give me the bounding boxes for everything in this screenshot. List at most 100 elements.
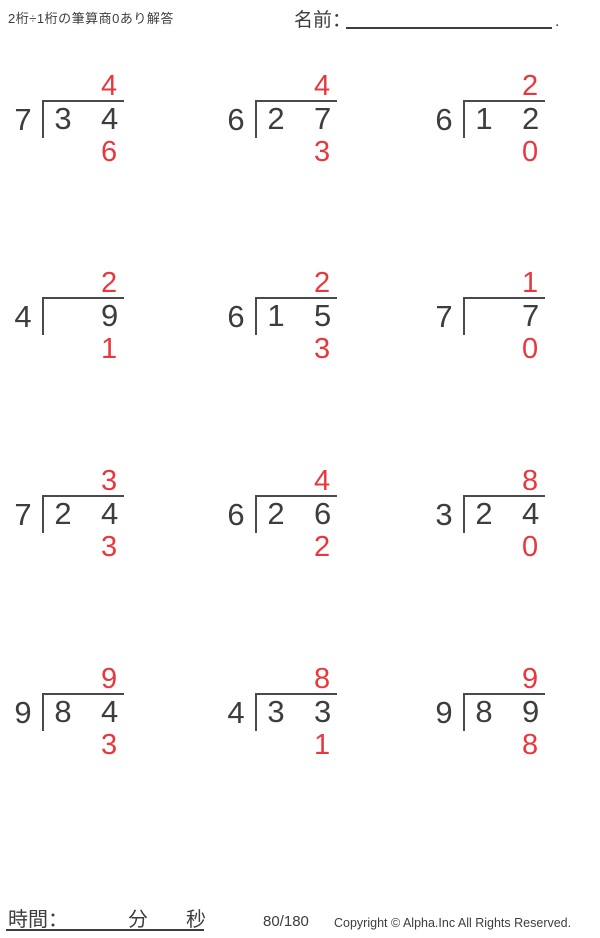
remainder-row: 1 bbox=[44, 335, 128, 364]
division-bracket: 8 4 bbox=[42, 693, 124, 731]
quotient-row: 2 bbox=[465, 70, 549, 102]
remainder-ones-digit: 8 bbox=[521, 729, 539, 761]
division-bracket: 9 bbox=[42, 297, 124, 335]
remainder-row: 8 bbox=[465, 731, 549, 760]
quotient-ones-digit: 8 bbox=[521, 465, 539, 497]
remainder-ones-digit: 0 bbox=[521, 531, 539, 563]
quotient-row: 4 bbox=[257, 70, 341, 102]
remainder-row: 0 bbox=[465, 335, 549, 364]
seconds-label: 秒 bbox=[186, 909, 206, 931]
quotient-row: 2 bbox=[44, 267, 128, 299]
minutes-label: 分 bbox=[128, 909, 148, 931]
worksheet-title: 2桁÷1桁の筆算商0あり解答 bbox=[8, 11, 174, 26]
division-bracket: 7 bbox=[463, 297, 545, 335]
dividend-ones-digit: 4 bbox=[101, 694, 119, 729]
remainder-row: 0 bbox=[465, 533, 549, 562]
division-problem: 4 6 2 6 2 bbox=[221, 467, 391, 577]
division-bracket: 1 5 bbox=[255, 297, 337, 335]
divisor-digit: 6 bbox=[227, 497, 245, 532]
division-problem: 1 7 7 0 bbox=[429, 269, 599, 379]
dividend-ones-digit: 6 bbox=[314, 496, 332, 531]
remainder-row: 2 bbox=[257, 533, 341, 562]
dividend-ones-digit: 4 bbox=[522, 496, 540, 531]
divisor-digit: 7 bbox=[14, 102, 32, 137]
quotient-ones-digit: 1 bbox=[521, 267, 539, 299]
name-entry-line bbox=[346, 3, 552, 29]
remainder-ones-digit: 3 bbox=[100, 531, 118, 563]
quotient-ones-digit: 4 bbox=[313, 465, 331, 497]
quotient-ones-digit: 2 bbox=[313, 267, 331, 299]
quotient-row: 8 bbox=[465, 465, 549, 497]
name-line-period: . bbox=[555, 13, 560, 30]
quotient-ones-digit: 9 bbox=[100, 663, 118, 695]
division-bracket: 2 7 bbox=[255, 100, 337, 138]
remainder-row: 3 bbox=[44, 533, 128, 562]
quotient-row: 9 bbox=[465, 663, 549, 695]
quotient-row: 1 bbox=[465, 267, 549, 299]
time-entry-line: 時間： 分 秒 bbox=[6, 899, 206, 931]
dividend-tens-digit: 2 bbox=[267, 496, 285, 531]
dividend-tens-digit: 3 bbox=[54, 101, 72, 136]
dividend-ones-digit: 7 bbox=[522, 298, 540, 333]
quotient-ones-digit: 9 bbox=[521, 663, 539, 695]
dividend-tens-digit: 8 bbox=[475, 694, 493, 729]
dividend-ones-digit: 4 bbox=[101, 101, 119, 136]
dividend-ones-digit: 4 bbox=[101, 496, 119, 531]
remainder-ones-digit: 6 bbox=[100, 136, 118, 168]
dividend-ones-digit: 5 bbox=[314, 298, 332, 333]
quotient-row: 4 bbox=[257, 465, 341, 497]
division-problem: 2 6 1 2 0 bbox=[429, 72, 599, 182]
division-problem: 4 6 2 7 3 bbox=[221, 72, 391, 182]
division-problem: 8 4 3 3 1 bbox=[221, 665, 391, 775]
division-problem: 2 4 9 1 bbox=[8, 269, 178, 379]
quotient-ones-digit: 4 bbox=[100, 70, 118, 102]
dividend-tens-digit: 1 bbox=[267, 298, 285, 333]
division-bracket: 3 3 bbox=[255, 693, 337, 731]
name-label: 名前： bbox=[294, 10, 352, 31]
divisor-digit: 9 bbox=[14, 695, 32, 730]
remainder-row: 1 bbox=[257, 731, 341, 760]
dividend-tens-digit: 8 bbox=[54, 694, 72, 729]
remainder-row: 3 bbox=[257, 335, 341, 364]
divisor-digit: 4 bbox=[227, 695, 245, 730]
quotient-ones-digit: 2 bbox=[521, 70, 539, 102]
remainder-ones-digit: 0 bbox=[521, 333, 539, 365]
quotient-row: 8 bbox=[257, 663, 341, 695]
quotient-ones-digit: 4 bbox=[313, 70, 331, 102]
division-problem: 8 3 2 4 0 bbox=[429, 467, 599, 577]
divisor-digit: 6 bbox=[227, 102, 245, 137]
remainder-ones-digit: 0 bbox=[521, 136, 539, 168]
remainder-row: 6 bbox=[44, 138, 128, 167]
divisor-digit: 4 bbox=[14, 299, 32, 334]
divisor-digit: 7 bbox=[435, 299, 453, 334]
remainder-row: 3 bbox=[257, 138, 341, 167]
division-bracket: 2 6 bbox=[255, 495, 337, 533]
quotient-row: 2 bbox=[257, 267, 341, 299]
divisor-digit: 6 bbox=[435, 102, 453, 137]
division-bracket: 1 2 bbox=[463, 100, 545, 138]
quotient-ones-digit: 8 bbox=[313, 663, 331, 695]
division-problem: 9 9 8 9 8 bbox=[429, 665, 599, 775]
dividend-tens-digit: 3 bbox=[267, 694, 285, 729]
division-bracket: 3 4 bbox=[42, 100, 124, 138]
time-label: 時間： bbox=[8, 909, 68, 931]
dividend-ones-digit: 7 bbox=[314, 101, 332, 136]
dividend-tens-digit: 2 bbox=[475, 496, 493, 531]
quotient-ones-digit: 2 bbox=[100, 267, 118, 299]
division-problem: 4 7 3 4 6 bbox=[8, 72, 178, 182]
quotient-ones-digit: 3 bbox=[100, 465, 118, 497]
remainder-ones-digit: 3 bbox=[313, 333, 331, 365]
page-indicator: 80/180 bbox=[263, 913, 309, 930]
division-problem: 3 7 2 4 3 bbox=[8, 467, 178, 577]
remainder-row: 3 bbox=[44, 731, 128, 760]
dividend-ones-digit: 3 bbox=[314, 694, 332, 729]
remainder-row: 0 bbox=[465, 138, 549, 167]
division-problem: 2 6 1 5 3 bbox=[221, 269, 391, 379]
copyright-notice: Copyright © Alpha.Inc All Rights Reserve… bbox=[334, 916, 572, 930]
remainder-ones-digit: 3 bbox=[100, 729, 118, 761]
dividend-tens-digit: 1 bbox=[475, 101, 493, 136]
remainder-ones-digit: 3 bbox=[313, 136, 331, 168]
remainder-ones-digit: 2 bbox=[313, 531, 331, 563]
division-bracket: 2 4 bbox=[463, 495, 545, 533]
